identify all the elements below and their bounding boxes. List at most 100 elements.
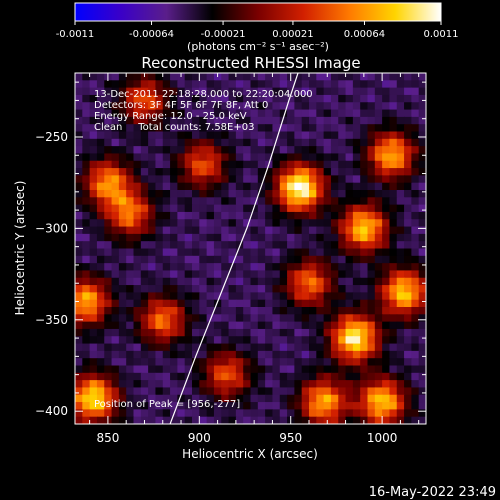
heatmap-cell [104,343,113,352]
heatmap-cell [323,124,332,133]
heatmap-cell [367,358,376,367]
heatmap-cell [206,307,215,315]
heatmap-cell [345,124,354,133]
heatmap-cell [389,314,398,323]
heatmap-cell [396,241,405,250]
heatmap-cell [126,94,135,103]
heatmap-cell [396,182,405,191]
heatmap-cell [140,219,149,228]
heatmap-cell [235,146,244,155]
heatmap-cell [301,416,310,424]
heatmap-cell [382,153,391,162]
heatmap-cell [272,73,281,81]
heatmap-cell [148,175,157,184]
heatmap-cell [162,131,171,140]
heatmap-cell [338,211,347,220]
heatmap-cell [96,409,105,418]
heatmap-cell [411,138,420,147]
heatmap-cell [360,219,369,228]
heatmap-cell [382,131,391,140]
heatmap-cell [89,160,98,169]
heatmap-cell [382,336,391,345]
heatmap-cell [126,255,135,264]
heatmap-cell [396,372,405,381]
heatmap-cell [287,153,295,162]
heatmap-cell [250,263,259,272]
heatmap-cell [118,233,127,242]
heatmap-cell [140,285,149,293]
heatmap-cell [213,138,222,147]
heatmap-cell [126,73,135,81]
heatmap-cell [228,241,237,250]
heatmap-cell [118,336,127,345]
heatmap-cell [374,116,383,125]
heatmap-cell [126,80,135,89]
heatmap-cell [287,255,295,264]
heatmap-cell [82,73,91,81]
heatmap-cell [199,343,208,352]
heatmap-cell [162,248,171,257]
heatmap-cell [126,336,135,345]
annotation-peak-position: Position of Peak = [956,-277] [94,399,240,410]
heatmap-cell [367,138,376,147]
heatmap-cell [126,372,135,381]
heatmap-cell [382,80,391,89]
heatmap-cell [287,307,295,315]
heatmap-cell [352,416,361,424]
heatmap-cell [265,314,274,323]
heatmap-cell [272,394,281,403]
heatmap-cell [228,248,237,257]
heatmap-cell [352,365,361,374]
heatmap-cell [155,211,164,220]
heatmap-cell [404,248,412,257]
heatmap-cell [118,146,127,155]
heatmap-cell [243,255,252,264]
heatmap-cell [367,87,376,96]
heatmap-cell [396,94,405,103]
x-tick-label: 900 [188,431,211,445]
heatmap-cell [396,307,405,315]
heatmap-cell [360,204,369,213]
heatmap-cell [404,416,412,424]
heatmap-cell [352,314,361,323]
heatmap-cell [345,182,354,191]
heatmap-cell [75,314,83,323]
heatmap-cell [418,87,426,96]
heatmap-cell [309,358,317,367]
heatmap-cell [418,343,426,352]
heatmap-cell [140,102,149,111]
heatmap-cell [345,387,354,396]
heatmap-cell [82,102,91,111]
heatmap-cell [184,233,193,242]
heatmap-cell [192,358,200,367]
heatmap-cell [111,343,120,352]
heatmap-cell [257,248,266,257]
heatmap-cell [206,175,215,184]
heatmap-cell [338,292,347,301]
heatmap-cell [140,409,149,418]
heatmap-cell [382,350,391,359]
heatmap-cell [396,350,405,359]
heatmap-cell [221,270,230,279]
heatmap-cell [352,94,361,103]
heatmap-cell [89,146,98,155]
heatmap-cell [140,299,149,308]
heatmap-cell [345,153,354,162]
heatmap-cell [235,182,244,191]
heatmap-cell [330,314,339,323]
heatmap-cell [89,416,98,424]
heatmap-cell [96,80,105,89]
heatmap-cell [367,109,376,118]
heatmap-cell [162,321,171,330]
heatmap-cell [396,285,405,293]
heatmap-cell [418,116,426,125]
heatmap-cell [213,226,222,235]
heatmap-cell [133,358,142,367]
heatmap-cell [389,277,398,286]
heatmap-cell [199,233,208,242]
heatmap-cell [148,350,157,359]
heatmap-cell [330,226,339,235]
heatmap-cell [367,270,376,279]
heatmap-cell [199,175,208,184]
heatmap-cell [338,372,347,381]
